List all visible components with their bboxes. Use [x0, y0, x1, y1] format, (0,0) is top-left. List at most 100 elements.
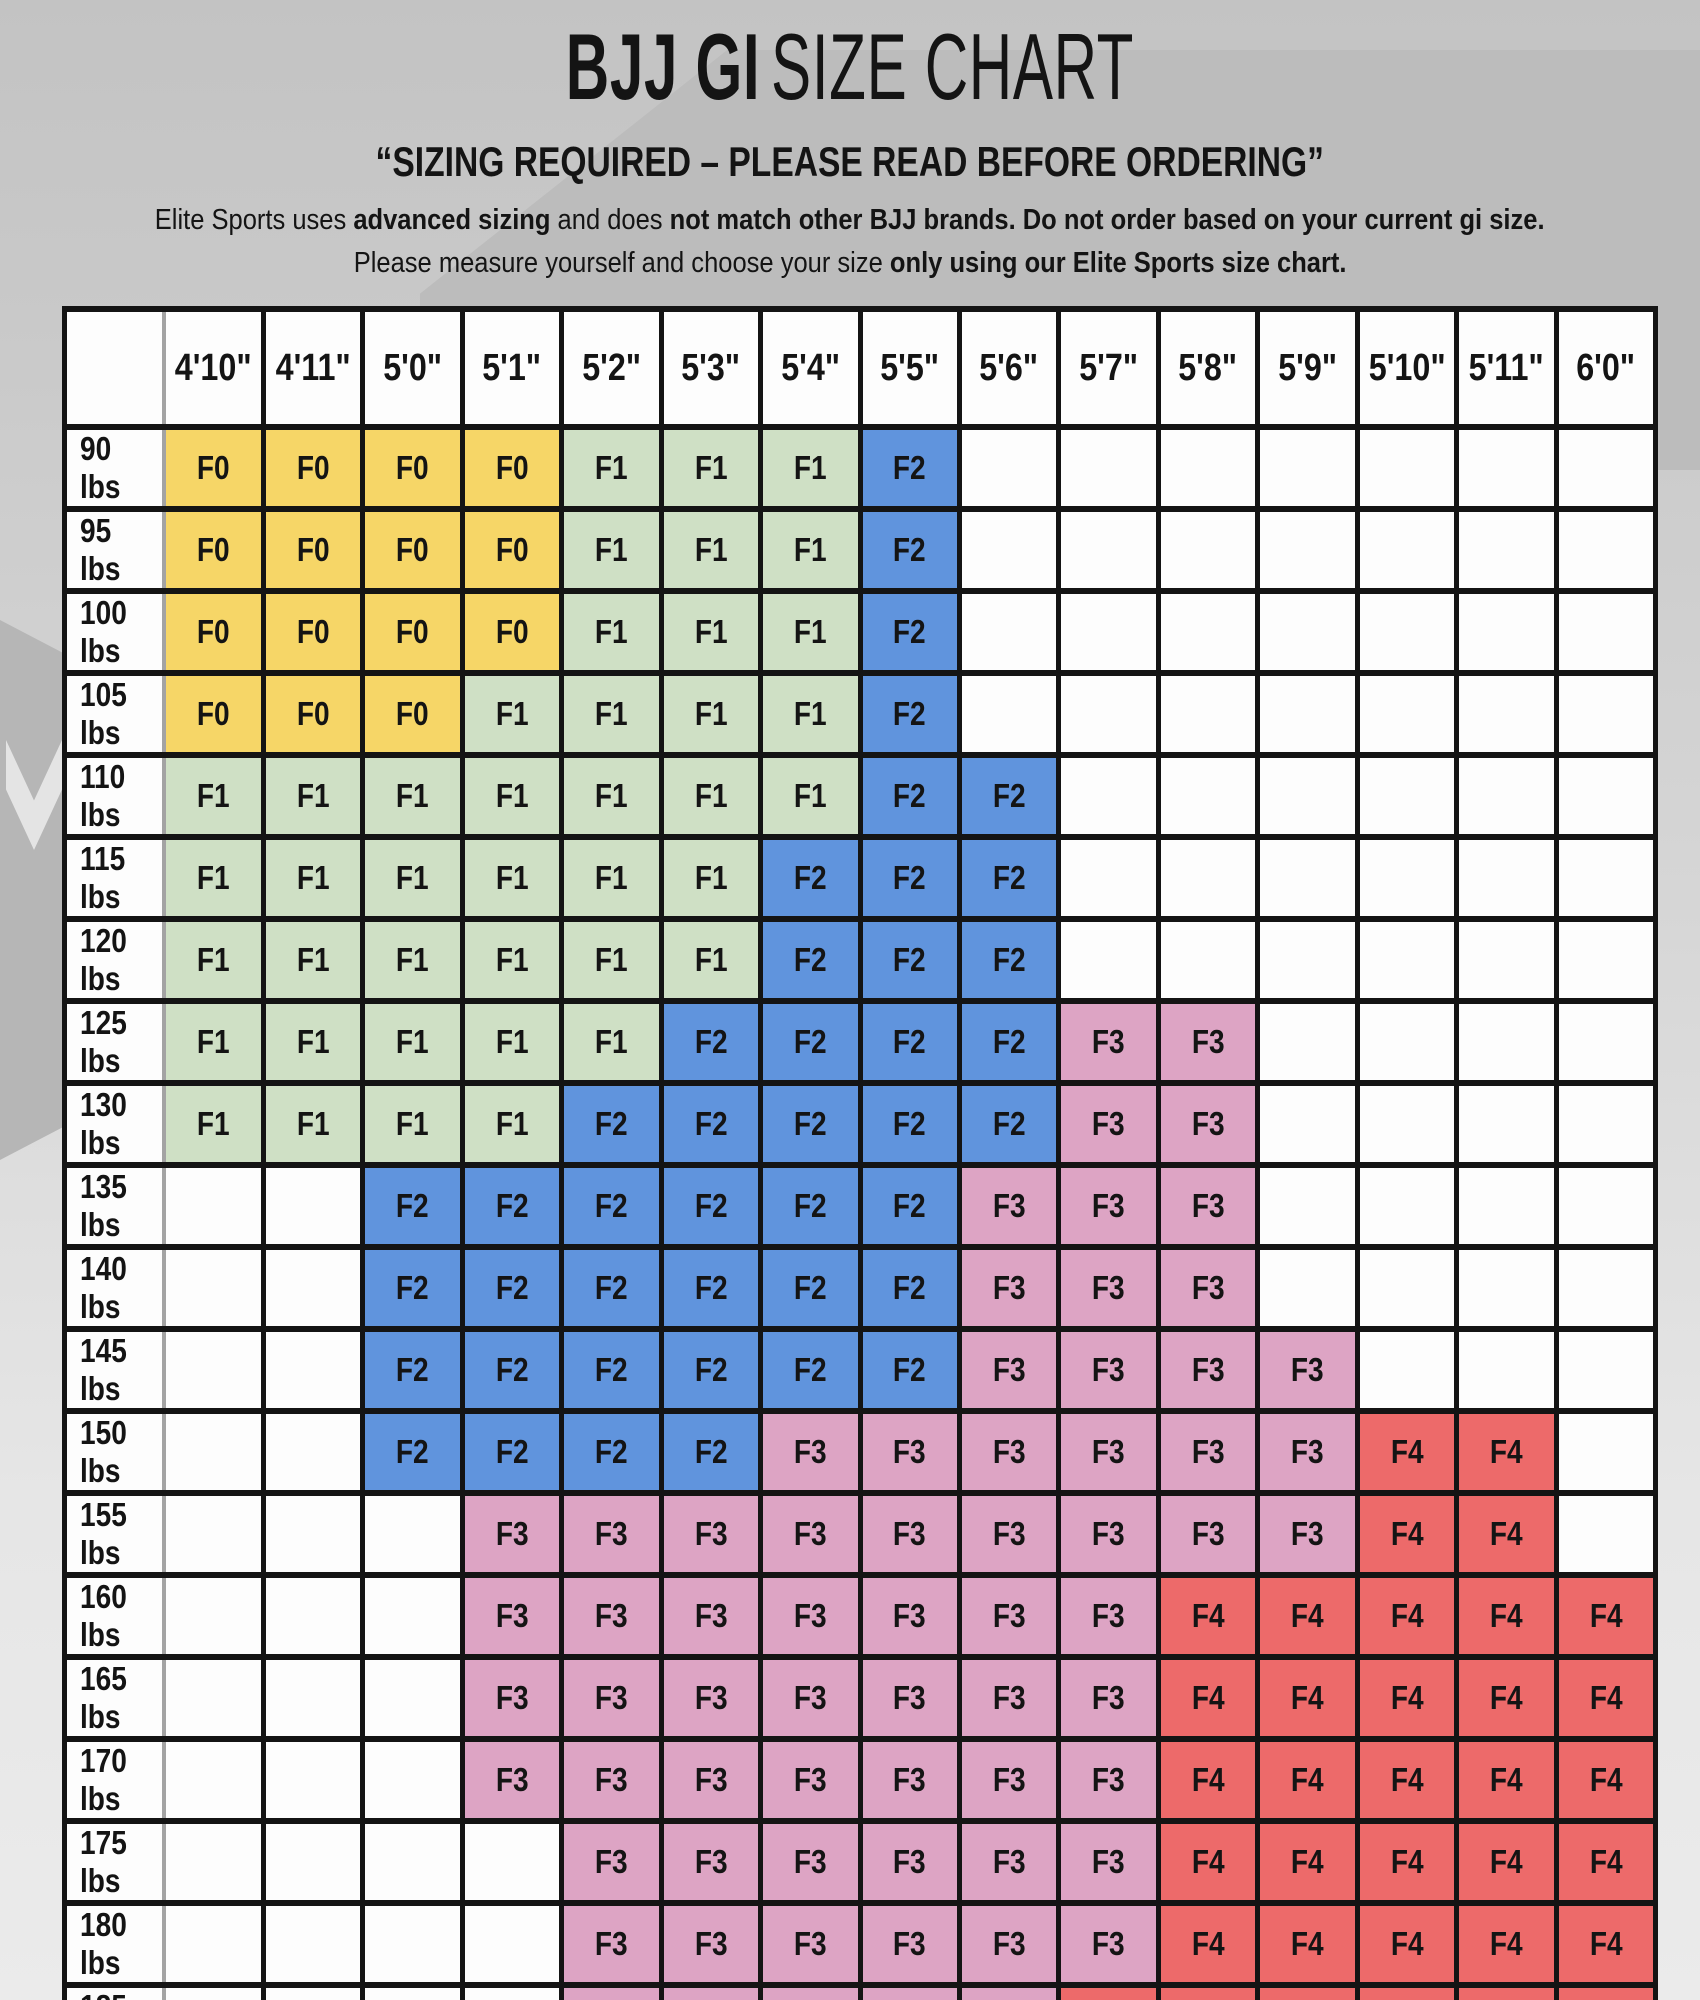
- size-cell: F2: [459, 1162, 565, 1250]
- intro-text-segment: not match other BJJ brands. Do not order…: [669, 204, 1545, 236]
- size-code: F3: [595, 1761, 628, 1798]
- page-title-primary: BJJ GI: [565, 14, 761, 119]
- height-header: 5'9": [1255, 306, 1360, 430]
- height-header: 5'0": [360, 306, 465, 430]
- size-code: F2: [992, 1105, 1026, 1142]
- size-cell: F1: [559, 752, 664, 840]
- size-cell: F2: [956, 916, 1062, 1004]
- size-cell: F1: [459, 834, 565, 922]
- empty-cell: [1056, 752, 1161, 840]
- table-row: 160 lbs F3 F3 F3 F3 F3 F3 F3 F4 F4 F4 F4 F4: [61, 1572, 1659, 1660]
- size-cell: F3: [956, 1818, 1062, 1906]
- empty-cell: [260, 1244, 366, 1332]
- weight-label: 100 lbs: [61, 588, 164, 676]
- size-code: F2: [992, 859, 1026, 896]
- size-code: F1: [396, 1105, 429, 1142]
- height-header-label: 5'5": [880, 346, 940, 389]
- size-code: F3: [893, 1843, 927, 1880]
- empty-cell: [1255, 1162, 1360, 1250]
- size-code: F1: [296, 1023, 330, 1060]
- size-code: F3: [992, 1269, 1026, 1306]
- size-cell: F2: [459, 1244, 565, 1332]
- size-cell: F1: [758, 752, 863, 840]
- size-code: F1: [595, 941, 628, 978]
- size-cell: F3: [956, 1408, 1062, 1496]
- subtitle: “SIZING REQUIRED – PLEASE READ BEFORE OR…: [375, 138, 1325, 185]
- size-cell: F2: [360, 1408, 465, 1496]
- size-cell: F4: [1454, 1572, 1559, 1660]
- size-code: F3: [1191, 1187, 1225, 1224]
- size-cell: F0: [161, 588, 266, 676]
- empty-cell: [1454, 588, 1559, 676]
- empty-cell: [1255, 1244, 1360, 1332]
- weight-label-text: 160 lbs: [80, 1578, 127, 1653]
- height-header-label: 5'2": [581, 346, 641, 389]
- table-row: 185 lbsF3F3F3F3F3F4F4F4F4F4F4: [61, 1982, 1659, 2000]
- size-cell: F4: [1553, 1982, 1659, 2000]
- height-header-label: 5'11": [1468, 346, 1544, 389]
- size-code: F3: [1291, 1433, 1324, 1470]
- empty-cell: [1155, 670, 1261, 758]
- size-code: F0: [396, 695, 429, 732]
- size-cell: F3: [1155, 1080, 1261, 1168]
- size-code: F4: [1191, 1597, 1225, 1634]
- size-cell: F2: [658, 1162, 764, 1250]
- weight-label: 170 lbs: [61, 1736, 164, 1824]
- empty-cell: [360, 1572, 465, 1660]
- weight-label: 125 lbs: [61, 998, 164, 1086]
- size-cell: F3: [956, 1900, 1062, 1988]
- table-row: 115 lbs F1 F1 F1 F1 F1 F1 F2 F2 F2: [61, 834, 1659, 922]
- size-cell: F4: [1354, 1900, 1460, 1988]
- size-cell: F1: [559, 916, 664, 1004]
- size-cell: F3: [658, 1982, 764, 2000]
- empty-cell: [956, 588, 1062, 676]
- size-code: F1: [694, 777, 728, 814]
- weight-label-text: 100 lbs: [80, 594, 127, 669]
- size-cell: F2: [956, 752, 1062, 840]
- empty-cell: [260, 1736, 366, 1824]
- size-cell: F1: [260, 752, 366, 840]
- size-cell: F2: [857, 916, 962, 1004]
- size-cell: F3: [857, 1736, 962, 1824]
- empty-cell: [360, 1490, 465, 1578]
- size-code: F1: [495, 695, 529, 732]
- size-cell: F0: [161, 424, 266, 512]
- empty-cell: [1056, 424, 1161, 512]
- size-code: F1: [793, 613, 827, 650]
- empty-cell: [1454, 1080, 1559, 1168]
- size-cell: F0: [161, 506, 266, 594]
- size-cell: F1: [559, 998, 664, 1086]
- size-cell: F3: [758, 1818, 863, 1906]
- size-code: F3: [1092, 1679, 1125, 1716]
- weight-label-text: 155 lbs: [80, 1496, 127, 1571]
- size-cell: F1: [559, 506, 664, 594]
- size-cell: F3: [956, 1736, 1062, 1824]
- size-code: F2: [495, 1187, 529, 1224]
- empty-cell: [1553, 1080, 1659, 1168]
- size-cell: F3: [956, 1490, 1062, 1578]
- size-cell: F2: [857, 834, 962, 922]
- height-header-label: 4'11": [275, 346, 351, 389]
- empty-cell: [260, 1490, 366, 1578]
- size-cell: F2: [658, 1244, 764, 1332]
- size-code: F3: [992, 1187, 1026, 1224]
- size-cell: F2: [956, 998, 1062, 1086]
- size-code: F3: [495, 1597, 529, 1634]
- size-code: F3: [793, 1925, 827, 1962]
- intro-text-segment: Elite Sports uses: [155, 204, 354, 236]
- height-header: 5'4": [758, 306, 863, 430]
- weight-label-text: 150 lbs: [80, 1414, 127, 1489]
- intro-text-segment: Please measure yourself and choose your …: [353, 247, 890, 279]
- size-cell: F1: [758, 424, 863, 512]
- empty-cell: [1454, 1162, 1559, 1250]
- size-code: F4: [1489, 1761, 1523, 1798]
- size-code: F1: [197, 1023, 230, 1060]
- weight-label: 120 lbs: [61, 916, 164, 1004]
- size-code: F2: [396, 1351, 429, 1388]
- size-code: F0: [296, 449, 330, 486]
- size-cell: F2: [758, 916, 863, 1004]
- size-code: F3: [595, 1597, 628, 1634]
- size-code: F4: [1191, 1843, 1225, 1880]
- empty-cell: [1553, 916, 1659, 1004]
- size-cell: F1: [161, 1080, 266, 1168]
